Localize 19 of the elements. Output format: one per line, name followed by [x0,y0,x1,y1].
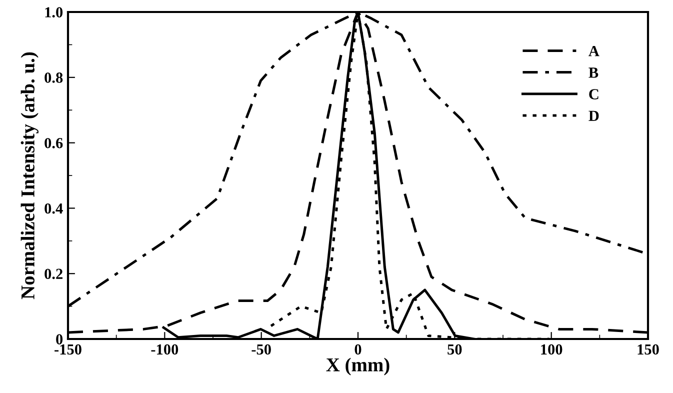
x-tick-label: 150 [638,344,659,355]
x-tick-label: 100 [541,344,562,355]
y-tick-label: 0.4 [44,203,63,214]
y-tick-label: 0.6 [44,138,63,148]
y-tick-label: 0 [56,334,63,344]
legend-label: B [588,68,598,78]
y-tick-label: 1.0 [45,7,63,18]
x-tick-label: 0 [354,344,362,355]
x-tick-label: -50 [252,344,271,355]
x-tick-label: -150 [54,344,82,355]
x-tick-label: -100 [151,344,178,355]
legend-label: C [589,89,598,100]
x-axis-title: X (mm) [326,358,390,376]
y-tick-label: 0.2 [44,268,62,280]
y-axis-title: Normalized Intensity (arb. u.) [20,52,38,300]
x-tick-label: 50 [448,344,462,355]
y-tick-label: 0.8 [44,72,63,83]
legend-label: A [588,46,600,56]
legend-label: D [588,110,599,121]
